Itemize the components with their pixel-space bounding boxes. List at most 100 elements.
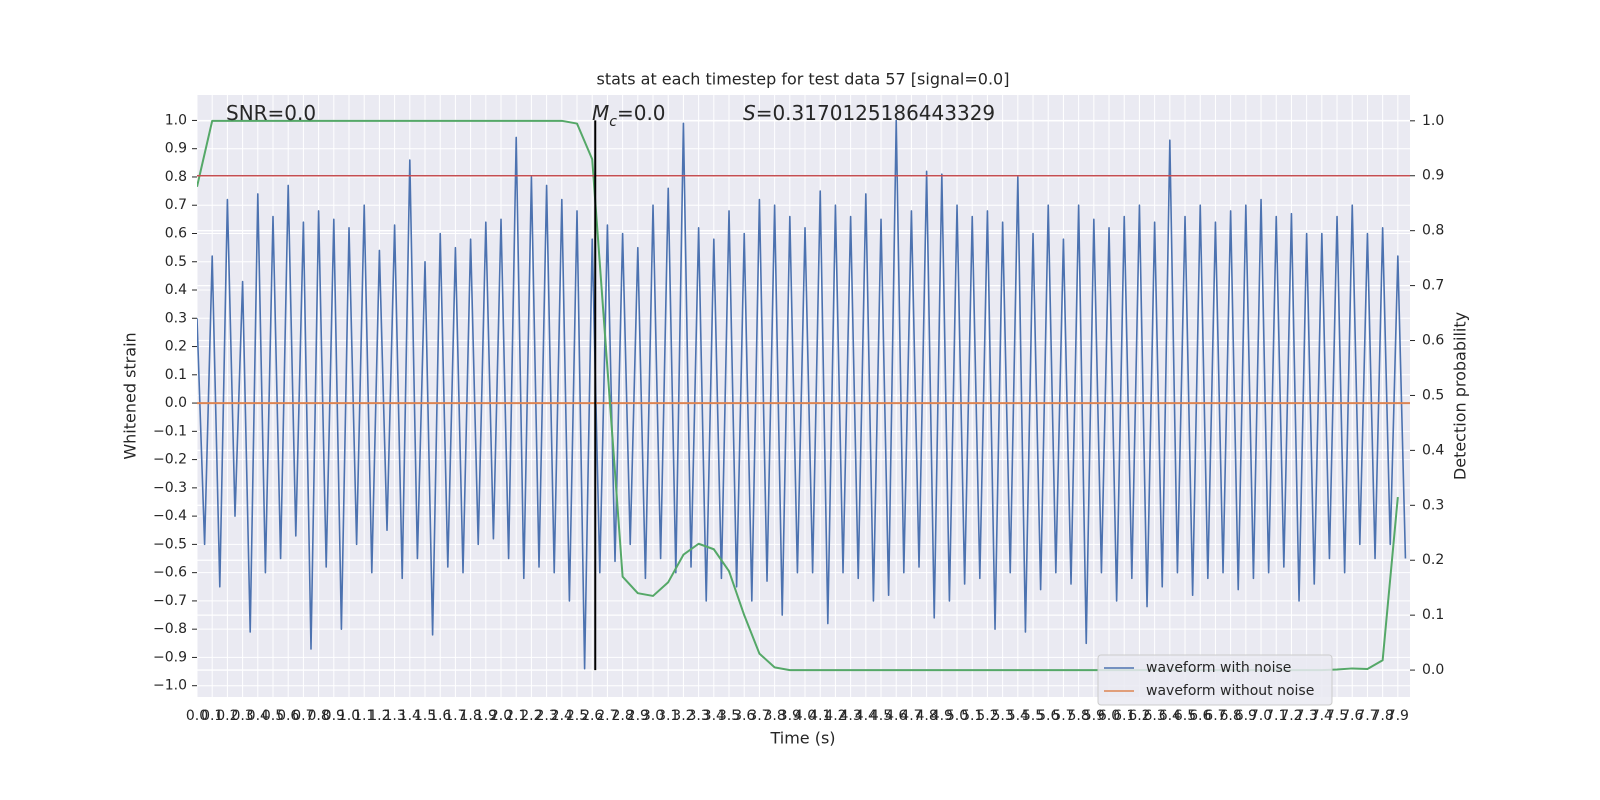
y2-tick-label: 0.1 (1422, 607, 1444, 623)
series-line (197, 119, 1407, 670)
x-tick-label: 7.3 (1296, 708, 1318, 724)
x-tick-label: 5.5 (1022, 708, 1044, 724)
y-tick-label: 0.0 (165, 395, 187, 411)
x-tick-label: 4.2 (824, 708, 846, 724)
x-tick-label: 2.6 (581, 708, 603, 724)
x-tick-label: 5.9 (1083, 708, 1105, 724)
x-tick-label: 2.3 (535, 708, 557, 724)
y-tick-label: 0.1 (165, 367, 187, 383)
x-tick-label: 5.2 (976, 708, 998, 724)
y-tick-label: 0.8 (165, 169, 187, 185)
x-tick-label: 3.8 (763, 708, 785, 724)
annotation: SNR=0.0 (226, 101, 316, 125)
x-tick-label: 1.4 (399, 708, 421, 724)
annotation-subscript: c (609, 114, 617, 130)
x-tick-label: 5.1 (961, 708, 983, 724)
y-tick-label: 0.5 (165, 254, 187, 270)
y-tick-label: −0.6 (153, 565, 187, 581)
x-tick-label: 2.2 (520, 708, 542, 724)
x-tick-label: 0.4 (247, 708, 269, 724)
x-tick-label: 5.8 (1067, 708, 1089, 724)
x-tick-label: 6.1 (1113, 708, 1135, 724)
x-tick-label: 3.4 (703, 708, 725, 724)
x-tick-label: 0.7 (292, 708, 314, 724)
x-tick-label: 7.4 (1311, 708, 1333, 724)
x-tick-label: 1.9 (475, 708, 497, 724)
annotation: Mc=0.0 (592, 101, 666, 131)
y-tick-label: −0.7 (153, 593, 187, 609)
x-tick-label: 1.3 (383, 708, 405, 724)
y-tick-label: 0.9 (165, 141, 187, 157)
x-tick-label: 1.6 (429, 708, 451, 724)
y2-tick-label: 0.2 (1422, 552, 1444, 568)
x-tick-label: 3.0 (642, 708, 664, 724)
y2-tick-label: 0.6 (1422, 333, 1444, 349)
x-tick-label: 2.8 (611, 708, 633, 724)
x-tick-label: 3.5 (718, 708, 740, 724)
y-tick-label: 0.6 (165, 225, 187, 241)
y-tick-label: −0.3 (153, 480, 187, 496)
x-tick-label: 4.3 (839, 708, 861, 724)
x-tick-label: 5.0 (946, 708, 968, 724)
x-tick-label: 2.4 (551, 708, 573, 724)
y2-tick-label: 0.5 (1422, 387, 1444, 403)
annotation-text: =0.3170125186443329 (756, 101, 995, 125)
x-tick-label: 7.2 (1280, 708, 1302, 724)
x-tick-label: 4.4 (855, 708, 877, 724)
y-tick-label: −0.8 (153, 621, 187, 637)
x-tick-label: 6.7 (1204, 708, 1226, 724)
annotation-text: =0.0 (617, 101, 666, 125)
y-tick-label: 1.0 (165, 112, 187, 128)
x-tick-label: 5.6 (1037, 708, 1059, 724)
y-tick-label: 0.2 (165, 339, 187, 355)
y2-tick-label: 1.0 (1422, 113, 1444, 129)
x-tick-label: 3.6 (733, 708, 755, 724)
x-tick-label: 0.8 (307, 708, 329, 724)
x-tick-label: 7.6 (1341, 708, 1363, 724)
x-tick-label: 2.5 (566, 708, 588, 724)
legend-label: waveform with noise (1146, 660, 1291, 676)
x-tick-label: 3.3 (687, 708, 709, 724)
x-tick-label: 6.5 (1174, 708, 1196, 724)
x-axis-label: Time (s) (769, 729, 835, 748)
x-tick-label: 7.9 (1387, 708, 1409, 724)
y2-tick-label: 0.9 (1422, 168, 1444, 184)
y-tick-label: −0.2 (153, 452, 187, 468)
x-tick-label: 7.7 (1356, 708, 1378, 724)
x-tick-label: 0.5 (262, 708, 284, 724)
y-tick-label: −1.0 (153, 678, 187, 694)
x-tick-label: 3.9 (779, 708, 801, 724)
x-tick-label: 2.9 (627, 708, 649, 724)
x-tick-label: 4.6 (885, 708, 907, 724)
y2-axis-label: Detection probability (1451, 312, 1470, 480)
chart-title: stats at each timestep for test data 57 … (597, 70, 1010, 89)
x-tick-label: 5.7 (1052, 708, 1074, 724)
annotation-symbol: M (592, 101, 609, 125)
legend-box (1097, 654, 1333, 706)
y-tick-label: 0.3 (165, 310, 187, 326)
annotation: S=0.3170125186443329 (743, 101, 995, 125)
x-tick-label: 2.7 (596, 708, 618, 724)
x-tick-label: 4.0 (794, 708, 816, 724)
x-tick-label: 6.0 (1098, 708, 1120, 724)
x-tick-label: 1.8 (459, 708, 481, 724)
x-tick-label: 0.3 (231, 708, 253, 724)
x-tick-label: 6.8 (1220, 708, 1242, 724)
x-tick-label: 6.4 (1159, 708, 1181, 724)
y2-tick-label: 0.4 (1422, 442, 1444, 458)
x-tick-label: 4.8 (915, 708, 937, 724)
x-tick-label: 0.1 (201, 708, 223, 724)
legend: waveform with noise waveform without nois… (1097, 654, 1333, 706)
x-tick-label: 4.9 (931, 708, 953, 724)
y2-tick-label: 0.8 (1422, 223, 1444, 239)
x-tick-label: 1.0 (338, 708, 360, 724)
x-tick-label: 3.1 (657, 708, 679, 724)
x-tick-label: 0.0 (186, 708, 208, 724)
y-tick-label: −0.4 (153, 508, 187, 524)
x-tick-label: 6.9 (1235, 708, 1257, 724)
x-tick-label: 4.5 (870, 708, 892, 724)
x-tick-label: 0.2 (216, 708, 238, 724)
x-tick-label: 3.2 (672, 708, 694, 724)
x-tick-label: 7.5 (1326, 708, 1348, 724)
y-tick-label: 0.4 (165, 282, 187, 298)
